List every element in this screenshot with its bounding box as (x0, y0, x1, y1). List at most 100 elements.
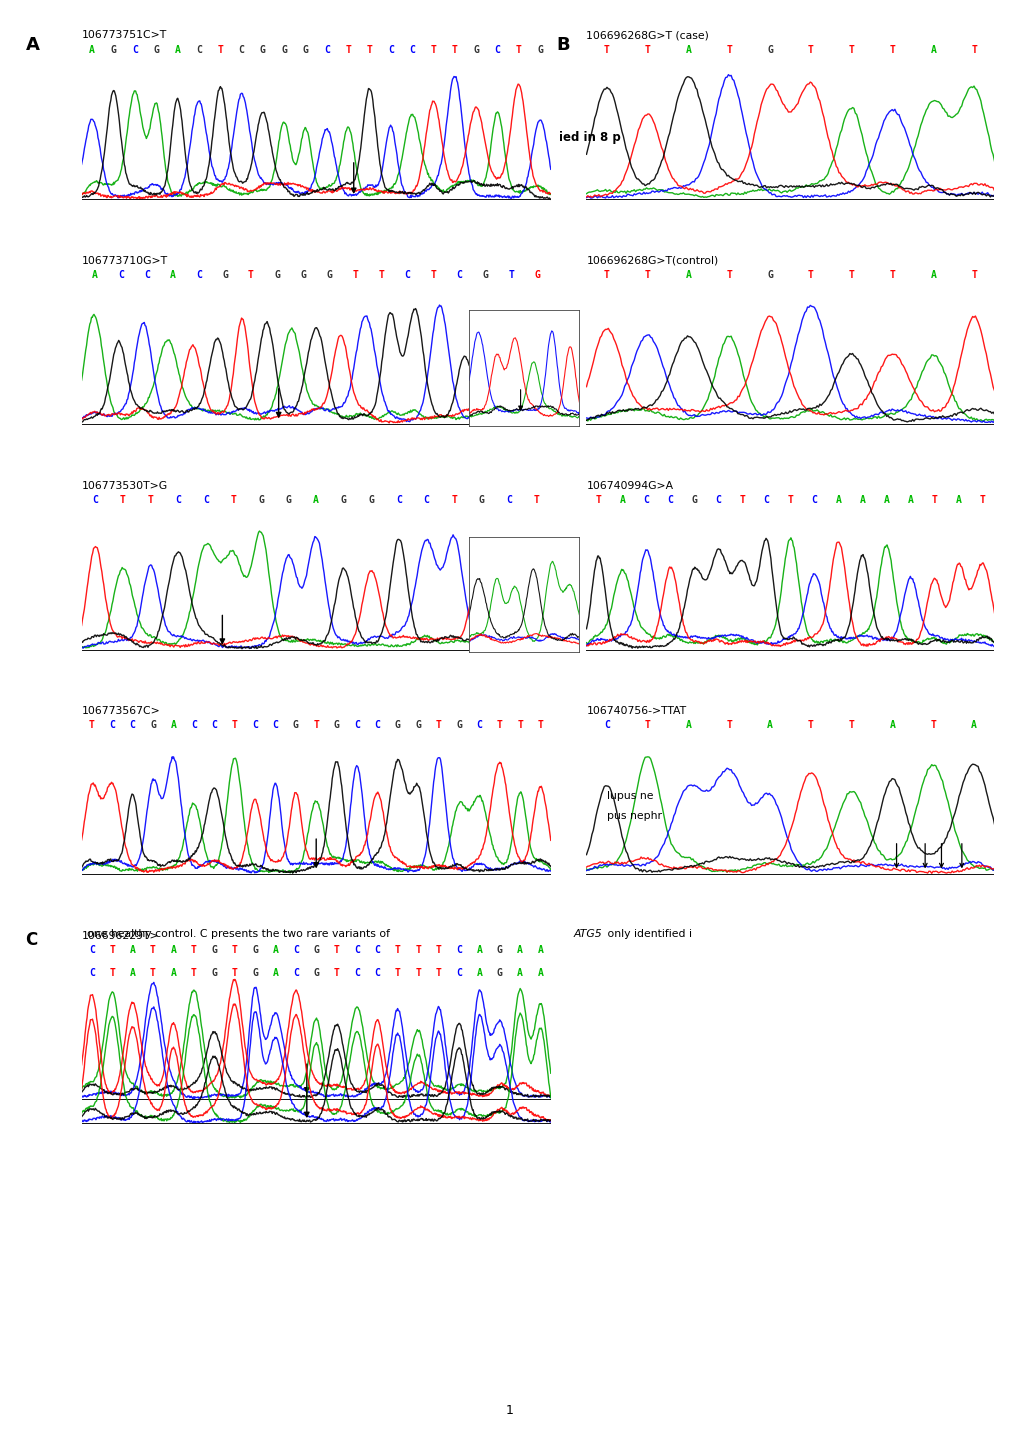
Text: C: C (405, 270, 410, 280)
Text: C: C (117, 270, 123, 280)
Text: T: T (120, 495, 125, 505)
Text: 106773530T>G: 106773530T>G (82, 481, 167, 491)
Text: G: G (260, 45, 266, 55)
Text: C: C (25, 931, 38, 948)
Text: C: C (423, 495, 429, 505)
Text: G: G (292, 720, 299, 730)
Text: A: A (170, 270, 175, 280)
Text: G: G (211, 968, 217, 978)
Text: T: T (603, 270, 609, 280)
Text: C: C (374, 945, 380, 955)
Text: C: C (715, 495, 720, 505)
Text: T: T (366, 45, 372, 55)
Text: A: A (313, 495, 319, 505)
Text: T: T (191, 945, 197, 955)
Text: G: G (274, 270, 280, 280)
Text: C: C (374, 720, 380, 730)
Text: C: C (89, 945, 95, 955)
Text: A: A (970, 720, 976, 730)
Text: ied in 8 p: ied in 8 p (558, 130, 621, 144)
Text: C: C (354, 720, 360, 730)
Text: T: T (450, 495, 457, 505)
Text: T: T (191, 968, 197, 978)
Text: T: T (430, 270, 436, 280)
Text: 106740994G>A: 106740994G>A (586, 481, 673, 491)
Text: G: G (333, 720, 339, 730)
Text: G: G (153, 45, 159, 55)
Text: T: T (394, 968, 400, 978)
Text: C: C (811, 495, 816, 505)
Text: only identified i: only identified i (603, 929, 691, 939)
Text: T: T (109, 945, 115, 955)
Text: T: T (848, 270, 854, 280)
Text: T: T (231, 968, 237, 978)
Text: A: A (929, 45, 935, 55)
Text: T: T (970, 270, 976, 280)
Text: T: T (496, 720, 502, 730)
Text: T: T (508, 270, 515, 280)
Text: C: C (144, 270, 150, 280)
Text: ATG5: ATG5 (573, 929, 601, 939)
Text: 106696268G>T(control): 106696268G>T(control) (586, 255, 718, 266)
Text: T: T (435, 968, 441, 978)
Text: C: C (387, 45, 393, 55)
Text: C: C (494, 45, 500, 55)
Text: A: A (517, 945, 523, 955)
Text: G: G (300, 270, 306, 280)
Text: G: G (303, 45, 308, 55)
Text: C: C (603, 720, 609, 730)
Text: pus nephr: pus nephr (606, 811, 661, 821)
Text: A: A (272, 945, 278, 955)
Text: T: T (726, 45, 732, 55)
Text: C: C (191, 720, 197, 730)
Text: T: T (970, 45, 976, 55)
Text: A: A (889, 720, 895, 730)
Text: A: A (170, 968, 176, 978)
Text: G: G (281, 45, 287, 55)
Text: G: G (211, 945, 217, 955)
Text: C: C (643, 495, 649, 505)
Text: G: G (473, 45, 479, 55)
Text: A: A (92, 270, 98, 280)
Text: A: A (835, 495, 841, 505)
Text: A: A (476, 968, 482, 978)
Text: T: T (537, 720, 543, 730)
Text: G: G (110, 45, 116, 55)
Text: C: C (354, 968, 360, 978)
Text: A: A (272, 968, 278, 978)
Text: A: A (476, 945, 482, 955)
Text: T: T (150, 968, 156, 978)
Text: C: C (324, 45, 329, 55)
Text: T: T (217, 45, 223, 55)
Text: C: C (409, 45, 415, 55)
Text: C: C (252, 720, 258, 730)
Text: T: T (435, 945, 441, 955)
Text: 106696268G>T (case): 106696268G>T (case) (586, 30, 708, 40)
Text: C: C (238, 45, 245, 55)
Text: one healthy control. C presents the two rare variants of: one healthy control. C presents the two … (87, 929, 389, 939)
Text: G: G (482, 270, 488, 280)
Text: G: G (394, 720, 400, 730)
Text: G: G (313, 945, 319, 955)
Text: T: T (739, 495, 745, 505)
Text: T: T (415, 968, 421, 978)
Text: G: G (766, 45, 772, 55)
Text: T: T (352, 270, 358, 280)
Text: C: C (93, 495, 98, 505)
Text: T: T (929, 720, 935, 730)
Text: 106773567C>: 106773567C> (82, 706, 160, 716)
Text: 1: 1 (505, 1404, 514, 1417)
Text: G: G (766, 270, 772, 280)
Text: C: C (129, 720, 136, 730)
Text: T: T (333, 945, 339, 955)
Text: G: G (537, 45, 542, 55)
Text: T: T (313, 720, 319, 730)
Text: T: T (231, 720, 237, 730)
Text: C: C (292, 945, 299, 955)
Text: A: A (859, 495, 864, 505)
Text: C: C (203, 495, 209, 505)
Text: T: T (930, 495, 936, 505)
Text: T: T (644, 270, 650, 280)
Text: T: T (644, 720, 650, 730)
Text: C: C (89, 968, 95, 978)
